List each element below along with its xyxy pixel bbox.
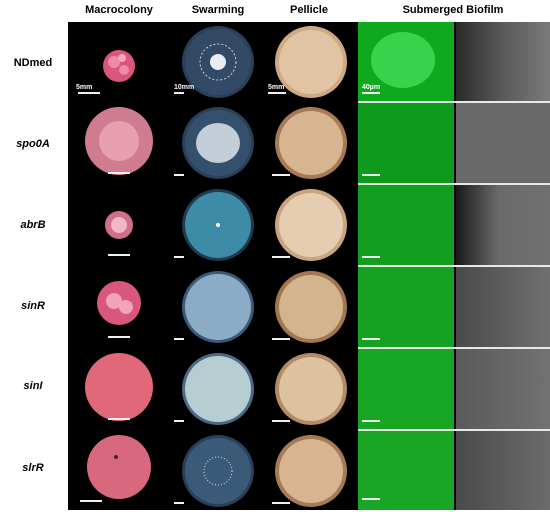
biofilm-side-sini [456,349,550,429]
macrocolony-slrr [68,431,170,510]
scale-label-pellicle: 5mm [268,84,285,91]
biofilm-top-spo0a [358,103,454,183]
macrocolony-ndmed [68,22,170,102]
biofilm-side-ndmed [456,22,550,101]
scale-bar [362,420,380,422]
header-macrocolony: Macrocolony [85,4,153,16]
scale-bar [362,174,380,176]
scale-bar [362,498,380,500]
scale-bar [362,338,380,340]
pellicle-abrb [266,185,356,265]
row-label-ndmed: NDmed [13,57,53,69]
biofilm-side-abrb [456,185,550,265]
scale-bar [174,502,184,504]
swarming-sini [172,349,264,429]
biofilm-top-sini [358,349,454,429]
swarming-spo0a [172,103,264,183]
header-pellicle: Pellicle [290,4,328,16]
biofilm-top-sinr [358,267,454,347]
scale-bar [108,418,130,420]
row-label-sinr: sinR [21,300,45,312]
pellicle-sini [266,349,356,429]
scale-bar [272,174,290,176]
pellicle-spo0a [266,103,356,183]
biofilm-top-ndmed [358,22,454,101]
pellicle-sinr [266,267,356,347]
scale-bar [174,338,184,340]
macrocolony-spo0a [68,103,170,183]
scale-bar [174,174,184,176]
scale-bar [174,92,184,94]
macrocolony-abrb [68,185,170,265]
row-divider [358,101,550,103]
macrocolony-sinr [68,267,170,347]
scale-label-biofilm: 40µm [362,84,381,91]
biofilm-side-spo0a [456,103,550,183]
pellicle-ndmed [266,22,356,102]
row-divider [358,183,550,185]
swarming-slrr [172,431,264,510]
scale-bar [80,500,102,502]
scale-bar [174,256,184,258]
scale-bar [272,420,290,422]
scale-bar [362,92,380,94]
biofilm-top-slrr [358,431,454,510]
scale-bar [108,254,130,256]
pellicle-slrr [266,431,356,510]
scale-bar [272,502,290,504]
row-label-slrr: slrR [22,462,44,474]
scale-bar [78,92,100,94]
row-divider [358,429,550,431]
biofilm-side-slrr [456,431,550,510]
header-submerged-biofilm: Submerged Biofilm [402,4,504,16]
biofilm-top-abrb [358,185,454,265]
row-label-sini: sinI [23,380,43,392]
image-grid: 5mm 10mm 5mm 40µm [68,22,550,510]
biofilm-side-sinr [456,267,550,347]
scale-label-macrocolony: 5mm [76,84,93,91]
row-divider [358,347,550,349]
scale-bar [174,420,184,422]
swarming-abrb [172,185,264,265]
scale-bar [108,336,130,338]
row-label-spo0a: spo0A [16,138,50,150]
row-divider [358,265,550,267]
scale-bar [268,92,286,94]
scale-bar [108,172,130,174]
scale-bar [362,256,380,258]
scale-bar [272,256,290,258]
macrocolony-sini [68,349,170,429]
header-swarming: Swarming [191,4,245,16]
row-label-abrb: abrB [20,219,46,231]
scale-bar [272,338,290,340]
swarming-sinr [172,267,264,347]
scale-label-swarming: 10mm [174,84,195,91]
swarming-ndmed [172,22,264,102]
